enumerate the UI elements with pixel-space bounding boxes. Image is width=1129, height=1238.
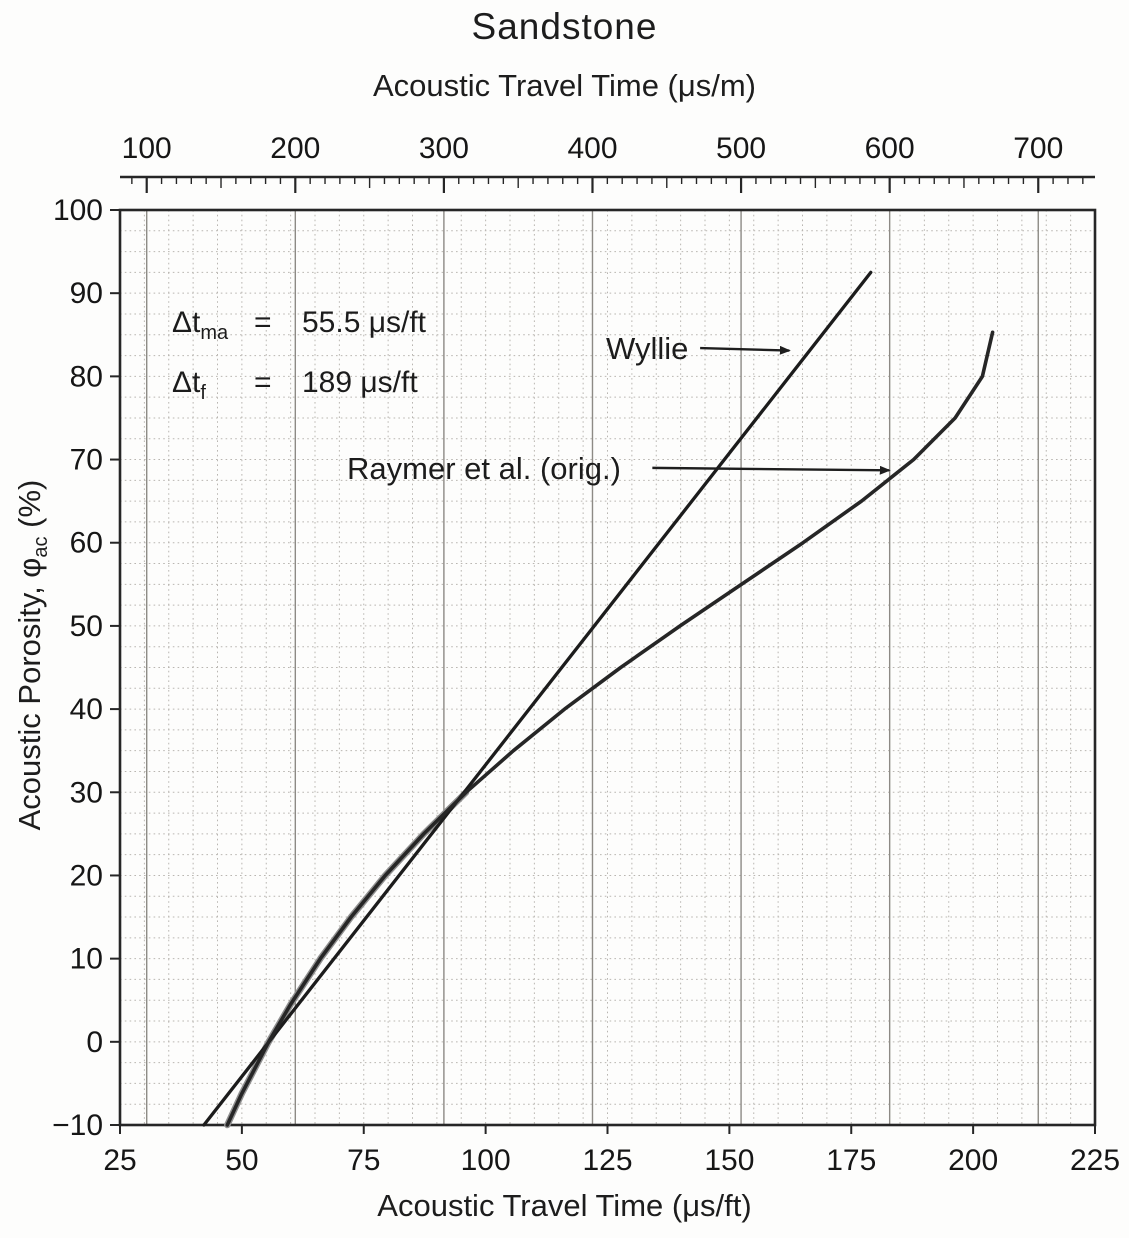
y-tick-label: 50 — [70, 610, 103, 643]
y-tick-label: 80 — [70, 360, 103, 393]
x-tick-label: 175 — [826, 1144, 876, 1177]
param-delta-t-ma: Δtma = 55.5 μs/ft — [172, 293, 426, 353]
param-symbol: Δtma — [172, 306, 229, 344]
y-tick-label: 30 — [70, 776, 103, 809]
x-tick-label: 75 — [347, 1144, 380, 1177]
raymer-arrow — [652, 465, 891, 475]
y-axis-title-suffix: (%) — [12, 479, 47, 537]
parameter-annotations: Δtma = 55.5 μs/ft Δtf = 189 μs/ft — [172, 293, 426, 413]
y-tick-label: 0 — [86, 1026, 103, 1059]
top-tick-label: 300 — [419, 132, 469, 165]
x-tick-label: 225 — [1070, 1144, 1120, 1177]
top-tick-label: 500 — [716, 132, 766, 165]
top-tick-label: 100 — [122, 132, 172, 165]
param-value: 189 μs/ft — [302, 366, 418, 399]
x-tick-label: 125 — [582, 1144, 632, 1177]
y-tick-label: 40 — [70, 693, 103, 726]
x-tick-label: 150 — [704, 1144, 754, 1177]
y-tick-label: 10 — [70, 943, 103, 976]
chart-title: Sandstone — [471, 6, 658, 47]
x-tick-label: 50 — [225, 1144, 258, 1177]
raymer-curve — [225, 330, 995, 1127]
y-tick-label: −10 — [52, 1109, 103, 1142]
y-axis-title-prefix: Acoustic Porosity, — [12, 577, 47, 831]
top-tick-label: 200 — [270, 132, 320, 165]
equals-sign: = — [254, 306, 272, 339]
param-symbol: Δtf — [172, 366, 206, 404]
wyllie-curve — [202, 270, 873, 1127]
wyllie-label: Wyllie — [606, 331, 689, 366]
equals-sign: = — [254, 366, 272, 399]
emphasis-gridlines — [146, 210, 1039, 1125]
y-tick-label: 60 — [70, 527, 103, 560]
annotation-arrows — [652, 345, 891, 475]
top-tick-label: 700 — [1013, 132, 1063, 165]
x-tick-label: 100 — [461, 1144, 511, 1177]
top-axis-title: Acoustic Travel Time (μs/m) — [372, 68, 757, 103]
y-tick-label: 20 — [70, 859, 103, 892]
y-axis: −10 0 10 20 30 40 50 60 70 80 90 100 — [52, 194, 120, 1142]
top-axis: 100 200 300 400 500 600 700 — [120, 132, 1095, 193]
param-delta-t-f: Δtf = 189 μs/ft — [172, 353, 426, 413]
y-tick-label: 100 — [53, 194, 103, 227]
raymer-label: Raymer et al. (orig.) — [347, 451, 621, 486]
y-tick-label: 70 — [70, 444, 103, 477]
x-tick-label: 200 — [948, 1144, 998, 1177]
x-axis-title: Acoustic Travel Time (μs/ft) — [377, 1188, 752, 1223]
x-axis: 25 50 75 100 125 150 175 200 225 — [103, 1125, 1120, 1177]
top-tick-label: 600 — [865, 132, 915, 165]
y-tick-label: 90 — [70, 277, 103, 310]
y-axis-title: Acoustic Porosity, φac (%) — [12, 479, 52, 831]
wyllie-arrow — [700, 345, 791, 355]
phi-symbol: φ — [12, 557, 47, 578]
phi-subscript: ac — [30, 536, 53, 558]
x-tick-label: 25 — [103, 1144, 136, 1177]
top-tick-label: 400 — [567, 132, 617, 165]
param-value: 55.5 μs/ft — [302, 306, 427, 339]
